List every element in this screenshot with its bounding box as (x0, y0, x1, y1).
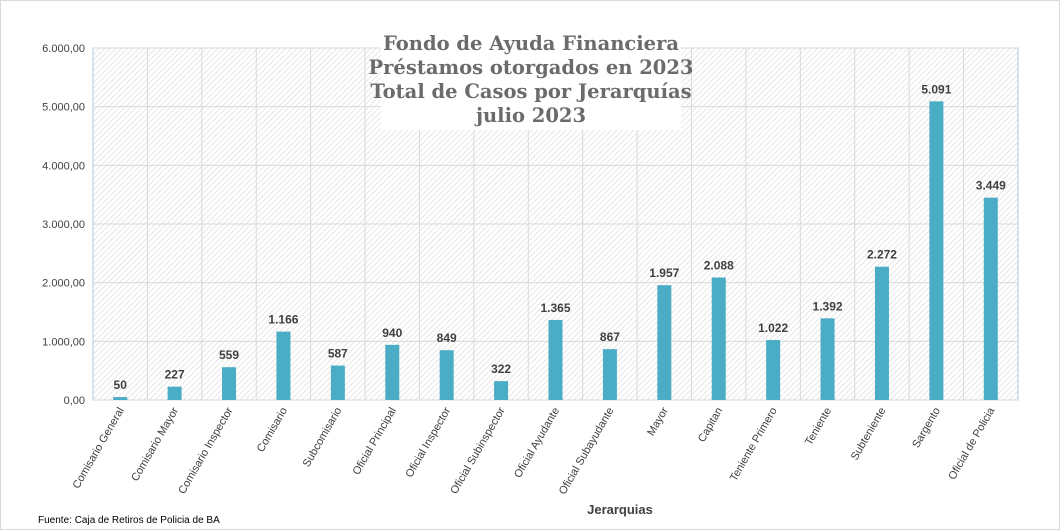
x-tick-label: Oficial Subinspector (448, 405, 507, 496)
bar (548, 319, 563, 400)
x-tick-label: Comisario (255, 406, 290, 455)
title-line: Total de Casos por Jerarquías (370, 80, 692, 103)
data-label: 5.091 (921, 82, 951, 96)
bar (657, 285, 672, 400)
data-label: 2.088 (704, 259, 734, 273)
bar (222, 367, 237, 400)
y-tick-label: 4.000,00 (42, 160, 85, 172)
bar (602, 349, 617, 400)
data-label: 322 (491, 362, 511, 376)
title-line: Fondo de Ayuda Financiera (383, 32, 679, 55)
bar (276, 331, 291, 400)
data-label: 1.166 (268, 313, 298, 327)
y-tick-label: 6.000,00 (42, 43, 85, 55)
y-tick-label: 2.000,00 (42, 278, 85, 290)
y-tick-label: 0,00 (64, 395, 85, 407)
y-tick-label: 5.000,00 (42, 102, 85, 114)
title-line: Préstamos otorgados en 2023 (368, 56, 694, 79)
bar (766, 340, 781, 400)
bar (113, 397, 128, 400)
title-line: julio 2023 (475, 104, 587, 127)
chart-title: Fondo de Ayuda Financiera Préstamos otor… (369, 30, 694, 130)
data-label: 559 (219, 348, 239, 362)
data-label: 3.449 (976, 179, 1006, 193)
y-tick-label: 3.000,00 (42, 219, 85, 231)
bar (494, 381, 509, 400)
x-tick-label: Comisario Mayor (129, 405, 181, 483)
x-tick-label: Capitan (696, 406, 725, 445)
bar (874, 266, 889, 400)
bar (330, 365, 345, 400)
data-label: 1.957 (649, 266, 679, 280)
x-tick-label: Oficial de Policia (946, 405, 997, 482)
data-label: 1.365 (540, 301, 570, 315)
data-label: 2.272 (867, 248, 897, 262)
data-label: 940 (382, 326, 402, 340)
bar (385, 344, 400, 400)
bar (929, 101, 944, 400)
bar (983, 197, 998, 400)
x-tick-label: Teniente (803, 406, 834, 448)
source-note: Fuente: Caja de Retiros de Policia de BA (38, 515, 220, 526)
x-tick-label: Oficial Principal (351, 406, 399, 478)
bar (439, 350, 454, 400)
bar (167, 386, 182, 400)
data-labels: 50 227 559 1.166 587 940 849 322 1.365 867 1.957 2.… (114, 82, 1007, 392)
x-tick-label: Oficial Inspector (403, 405, 453, 480)
y-axis-ticks: 0,00 1.000,00 2.000,00 3.000,00 4.000,00 5.00… (42, 43, 85, 407)
x-tick-label: Comisario Inspector (176, 405, 235, 496)
x-tick-label: Teniente Primero (728, 406, 780, 484)
data-label: 587 (328, 347, 348, 361)
data-label: 50 (114, 378, 128, 392)
bar (711, 277, 726, 400)
bars (113, 101, 998, 400)
bar (820, 318, 835, 400)
data-label: 1.392 (813, 299, 843, 313)
data-label: 867 (600, 330, 620, 344)
x-tick-label: Mayor (645, 405, 671, 438)
x-tick-label: Subcomisario (301, 406, 345, 470)
x-axis-label: Jerarquias (587, 502, 653, 517)
x-tick-label: Sargento (910, 406, 943, 451)
y-tick-label: 1.000,00 (42, 336, 85, 348)
x-tick-label: Oficial Subayudante (557, 406, 617, 497)
x-tick-label: Oficial Ayudante (512, 406, 562, 481)
x-tick-label: Comisario General (71, 406, 127, 491)
x-tick-label: Subteniente (849, 406, 889, 463)
data-label: 227 (165, 368, 185, 382)
data-label: 849 (437, 331, 457, 345)
x-axis-ticks: Comisario General Comisario MayorComisari… (71, 405, 998, 497)
data-label: 1.022 (758, 321, 788, 335)
